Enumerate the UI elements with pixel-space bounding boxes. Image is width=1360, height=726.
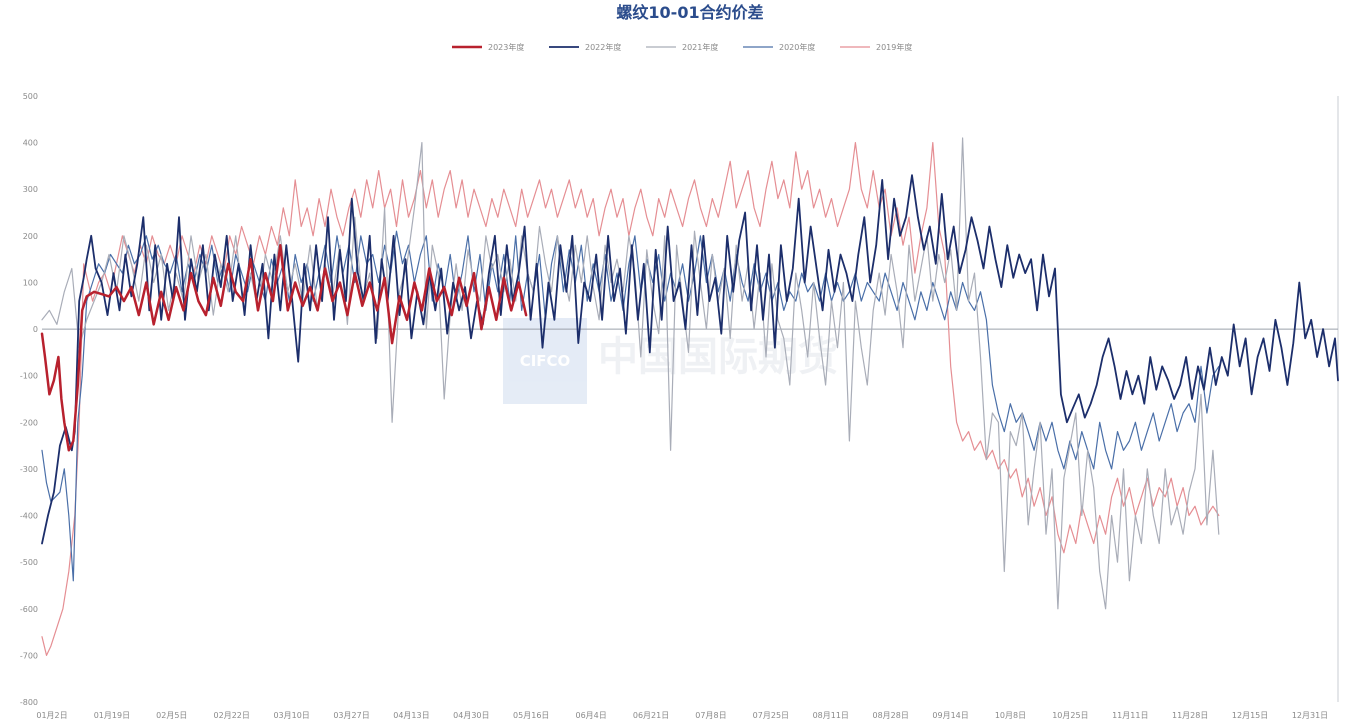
series-line <box>41 137 1220 610</box>
x-tick-label: 02月22日 <box>214 711 250 720</box>
x-tick-label: 07月25日 <box>753 711 789 720</box>
x-tick-label: 05月16日 <box>513 711 549 720</box>
y-tick-label: -500 <box>20 558 38 567</box>
x-tick-label: 12月31日 <box>1292 711 1328 720</box>
axes: 500 400 300 200 100 0 -100 -200 -300 -400 -500 -600… <box>20 92 1339 720</box>
legend-label: 2020年度 <box>779 42 815 52</box>
watermark: CIFCO 中国国际期货 <box>503 318 838 404</box>
x-tick-label: 04月13日 <box>393 711 429 720</box>
y-tick-label: -400 <box>20 512 38 521</box>
x-tick-label: 06月4日 <box>576 711 607 720</box>
x-tick-label: 04月30日 <box>453 711 489 720</box>
x-tick-label: 10月25日 <box>1052 711 1088 720</box>
x-tick-label: 03月27日 <box>333 711 369 720</box>
chart-title: 螺纹10-01合约价差 <box>616 3 763 22</box>
x-tick-label: 03月10日 <box>273 711 309 720</box>
y-tick-label: -200 <box>20 418 38 427</box>
y-tick-label: -100 <box>20 372 38 381</box>
x-tick-label: 10月8日 <box>995 711 1026 720</box>
x-tick-label: 12月15日 <box>1232 711 1268 720</box>
y-tick-label: 300 <box>23 185 38 194</box>
legend-label: 2022年度 <box>585 42 621 52</box>
y-tick-label: 500 <box>23 92 38 101</box>
watermark-text: 中国国际期货 <box>598 334 838 380</box>
x-tick-label: 06月21日 <box>633 711 669 720</box>
y-tick-label: -800 <box>20 698 38 707</box>
y-tick-label: -600 <box>20 605 38 614</box>
x-tick-label: 11月11日 <box>1112 711 1148 720</box>
legend-label: 2019年度 <box>876 42 912 52</box>
x-tick-label: 08月11日 <box>813 711 849 720</box>
series-group <box>40 137 1339 656</box>
x-tick-label: 08月28日 <box>872 711 908 720</box>
x-tick-label: 01月19日 <box>94 711 130 720</box>
y-tick-label: 100 <box>23 278 38 287</box>
y-tick-label: 200 <box>23 232 38 241</box>
y-tick-label: 400 <box>23 139 38 148</box>
x-tick-label: 01月2日 <box>36 711 67 720</box>
series-line <box>40 243 528 452</box>
series-line <box>41 142 1220 656</box>
legend-label: 2021年度 <box>682 42 718 52</box>
legend-label: 2023年度 <box>488 42 524 52</box>
x-tick-label: 07月8日 <box>695 711 726 720</box>
y-tick-label: -700 <box>20 651 38 660</box>
watermark-logo-text: CIFCO <box>520 352 571 370</box>
y-tick-label: -300 <box>20 465 38 474</box>
y-tick-label: 0 <box>33 325 38 334</box>
legend: 2023年度 2022年度 2021年度 2020年度 2019年度 <box>452 42 912 52</box>
x-tick-label: 09月14日 <box>932 711 968 720</box>
watermark-logo-box <box>503 318 587 404</box>
x-tick-label: 11月28日 <box>1172 711 1208 720</box>
x-tick-label: 02月5日 <box>156 711 187 720</box>
